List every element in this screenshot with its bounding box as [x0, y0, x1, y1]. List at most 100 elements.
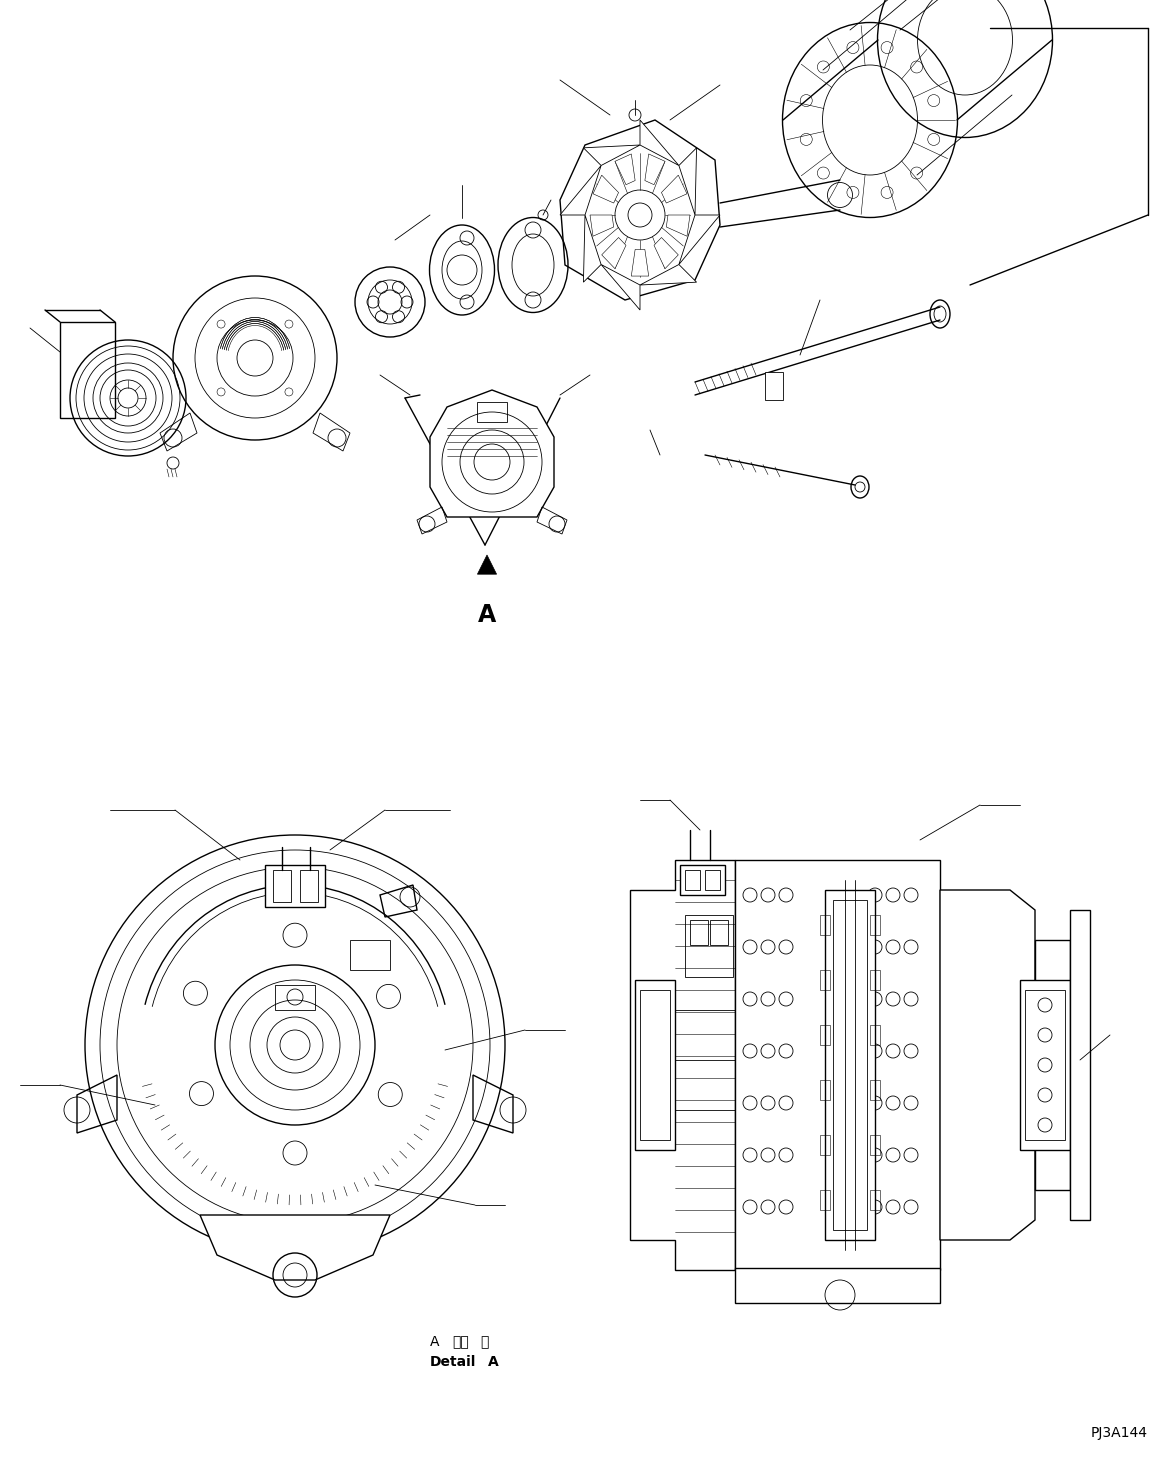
Circle shape	[743, 1044, 757, 1059]
Circle shape	[761, 1044, 775, 1059]
Polygon shape	[200, 1215, 390, 1280]
Polygon shape	[584, 214, 601, 283]
Bar	[350, 940, 390, 970]
Circle shape	[904, 1096, 918, 1110]
Bar	[870, 1025, 880, 1045]
Circle shape	[886, 940, 900, 954]
Bar	[735, 1268, 940, 1303]
Text: Detail: Detail	[430, 1354, 476, 1369]
Circle shape	[886, 991, 900, 1006]
Circle shape	[761, 991, 775, 1006]
Circle shape	[743, 1147, 757, 1162]
Bar	[824, 889, 875, 1239]
Polygon shape	[477, 555, 497, 574]
Polygon shape	[615, 155, 635, 185]
Bar	[820, 1134, 830, 1155]
Circle shape	[886, 1147, 900, 1162]
Polygon shape	[601, 264, 640, 311]
Circle shape	[761, 1147, 775, 1162]
Bar	[690, 920, 708, 945]
Circle shape	[779, 1044, 793, 1059]
Bar	[705, 870, 720, 889]
Polygon shape	[593, 175, 618, 203]
Circle shape	[868, 1044, 882, 1059]
Polygon shape	[630, 860, 735, 1270]
Circle shape	[743, 1096, 757, 1110]
Bar	[820, 916, 830, 935]
Bar	[265, 865, 325, 907]
Polygon shape	[602, 238, 626, 268]
Bar	[1025, 990, 1065, 1140]
Polygon shape	[940, 889, 1035, 1239]
Bar	[680, 865, 725, 895]
Bar	[477, 402, 507, 421]
Circle shape	[761, 1096, 775, 1110]
Circle shape	[904, 888, 918, 903]
Text: 細: 細	[481, 1336, 489, 1349]
Text: PJ3A144: PJ3A144	[1091, 1426, 1148, 1441]
Circle shape	[868, 1096, 882, 1110]
Circle shape	[886, 1044, 900, 1059]
Bar	[820, 1025, 830, 1045]
Bar	[820, 1190, 830, 1210]
Circle shape	[743, 888, 757, 903]
Bar	[820, 1080, 830, 1099]
Bar	[710, 920, 728, 945]
Polygon shape	[654, 238, 679, 268]
Circle shape	[868, 1147, 882, 1162]
Text: A: A	[430, 1336, 440, 1349]
Circle shape	[779, 991, 793, 1006]
Bar	[640, 990, 670, 1140]
Polygon shape	[1035, 940, 1070, 1190]
Circle shape	[868, 1200, 882, 1215]
Polygon shape	[735, 860, 940, 1270]
Circle shape	[743, 1200, 757, 1215]
Circle shape	[761, 1200, 775, 1215]
Circle shape	[904, 1200, 918, 1215]
Bar	[765, 372, 783, 399]
Polygon shape	[584, 144, 640, 166]
Bar	[274, 986, 315, 1010]
Bar	[833, 900, 867, 1231]
Bar	[273, 870, 291, 903]
Circle shape	[779, 1096, 793, 1110]
Polygon shape	[661, 175, 687, 203]
Circle shape	[886, 1200, 900, 1215]
Circle shape	[779, 1147, 793, 1162]
Polygon shape	[679, 147, 697, 214]
Polygon shape	[631, 249, 648, 276]
Circle shape	[886, 1096, 900, 1110]
Circle shape	[743, 991, 757, 1006]
Polygon shape	[679, 214, 720, 264]
Circle shape	[904, 1044, 918, 1059]
Circle shape	[886, 888, 900, 903]
Polygon shape	[666, 214, 690, 236]
Circle shape	[779, 888, 793, 903]
Circle shape	[904, 991, 918, 1006]
Text: 詳細: 詳細	[452, 1336, 469, 1349]
Bar	[1020, 980, 1070, 1150]
Circle shape	[761, 940, 775, 954]
Circle shape	[904, 1147, 918, 1162]
Circle shape	[779, 940, 793, 954]
Circle shape	[904, 940, 918, 954]
Circle shape	[868, 991, 882, 1006]
Circle shape	[743, 940, 757, 954]
Polygon shape	[589, 214, 614, 236]
Bar	[870, 1080, 880, 1099]
Bar	[686, 916, 733, 977]
Bar	[635, 980, 675, 1150]
Bar	[870, 1190, 880, 1210]
Bar	[300, 870, 318, 903]
Bar	[870, 970, 880, 990]
Bar	[870, 1134, 880, 1155]
Polygon shape	[560, 120, 720, 300]
Polygon shape	[645, 155, 665, 185]
Text: A: A	[488, 1354, 499, 1369]
Circle shape	[868, 940, 882, 954]
Bar	[1070, 910, 1090, 1220]
Text: A: A	[478, 604, 496, 627]
Circle shape	[761, 888, 775, 903]
Circle shape	[779, 1200, 793, 1215]
Polygon shape	[430, 389, 554, 518]
